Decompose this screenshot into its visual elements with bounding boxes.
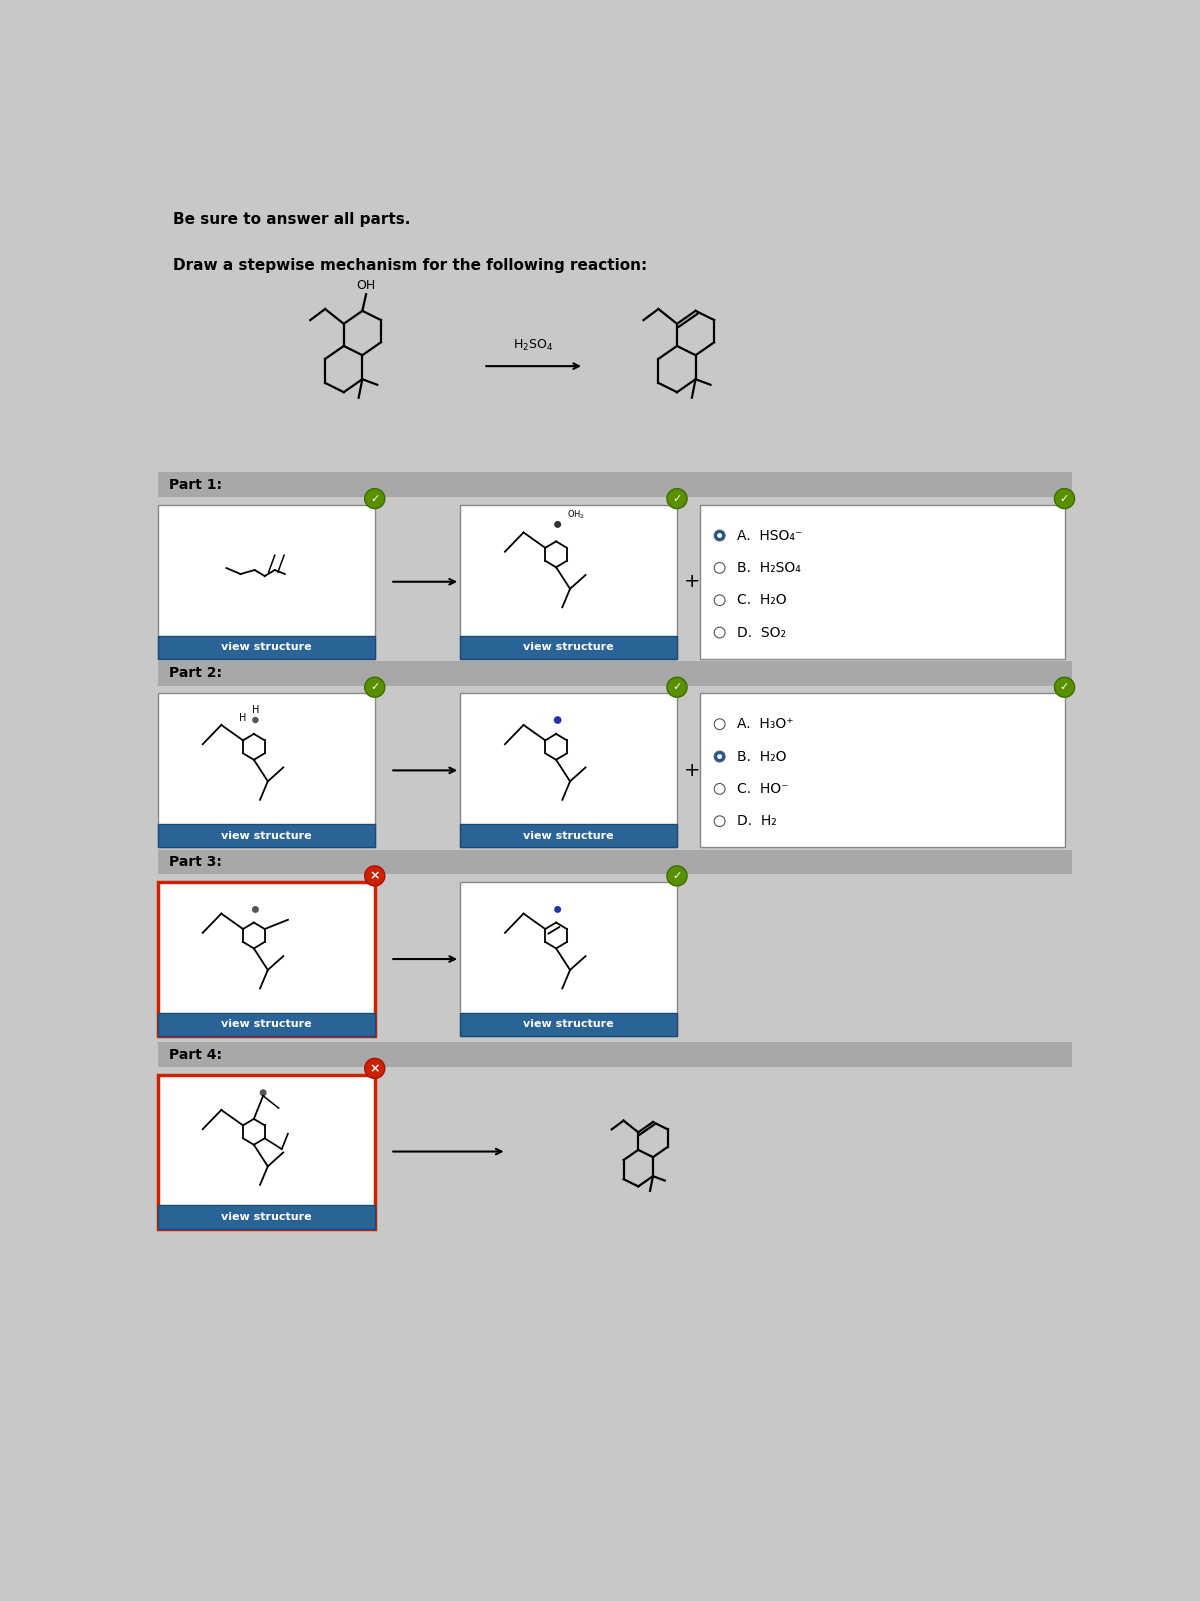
Text: H: H bbox=[252, 704, 259, 714]
Text: B.  H₂O: B. H₂O bbox=[738, 749, 787, 764]
Text: Part 1:: Part 1: bbox=[169, 477, 222, 492]
Text: B.  H₂SO₄: B. H₂SO₄ bbox=[738, 560, 802, 575]
Circle shape bbox=[714, 719, 725, 730]
Circle shape bbox=[252, 906, 259, 913]
FancyBboxPatch shape bbox=[157, 1206, 374, 1228]
Text: C.  HO⁻: C. HO⁻ bbox=[738, 781, 788, 796]
FancyBboxPatch shape bbox=[157, 882, 374, 1036]
Text: view structure: view structure bbox=[221, 1020, 312, 1029]
FancyBboxPatch shape bbox=[701, 693, 1064, 847]
FancyBboxPatch shape bbox=[157, 661, 1073, 685]
Text: ✓: ✓ bbox=[672, 682, 682, 692]
Text: D.  SO₂: D. SO₂ bbox=[738, 626, 786, 639]
Text: ✓: ✓ bbox=[672, 493, 682, 504]
Text: ✓: ✓ bbox=[672, 871, 682, 881]
Text: ×: × bbox=[370, 869, 380, 882]
Circle shape bbox=[718, 754, 722, 759]
Text: ×: × bbox=[370, 1061, 380, 1074]
Text: view structure: view structure bbox=[221, 1212, 312, 1222]
FancyBboxPatch shape bbox=[157, 850, 1073, 874]
Text: +: + bbox=[684, 572, 701, 591]
FancyBboxPatch shape bbox=[157, 693, 374, 847]
Text: ✓: ✓ bbox=[1060, 682, 1069, 692]
Circle shape bbox=[553, 716, 562, 724]
Text: Draw a stepwise mechanism for the following reaction:: Draw a stepwise mechanism for the follow… bbox=[173, 258, 648, 274]
Text: ✓: ✓ bbox=[1060, 493, 1069, 504]
Text: C.  H₂O: C. H₂O bbox=[738, 594, 787, 607]
Text: view structure: view structure bbox=[523, 831, 614, 841]
Circle shape bbox=[554, 906, 562, 913]
Circle shape bbox=[1055, 677, 1074, 698]
Text: +: + bbox=[684, 760, 701, 780]
Text: OH$_2$: OH$_2$ bbox=[566, 509, 586, 522]
FancyBboxPatch shape bbox=[157, 825, 374, 847]
Text: D.  H₂: D. H₂ bbox=[738, 815, 778, 828]
Circle shape bbox=[259, 1089, 266, 1097]
FancyBboxPatch shape bbox=[460, 636, 677, 658]
Text: OH: OH bbox=[356, 279, 376, 293]
Circle shape bbox=[714, 596, 725, 605]
Circle shape bbox=[714, 751, 725, 762]
Text: view structure: view structure bbox=[221, 642, 312, 652]
Text: Be sure to answer all parts.: Be sure to answer all parts. bbox=[173, 213, 410, 227]
Circle shape bbox=[718, 533, 722, 538]
Circle shape bbox=[365, 488, 385, 509]
Text: Part 2:: Part 2: bbox=[169, 666, 222, 680]
Circle shape bbox=[667, 866, 688, 885]
Circle shape bbox=[714, 783, 725, 794]
FancyBboxPatch shape bbox=[157, 504, 374, 658]
FancyBboxPatch shape bbox=[460, 504, 677, 658]
FancyBboxPatch shape bbox=[460, 825, 677, 847]
Circle shape bbox=[667, 488, 688, 509]
FancyBboxPatch shape bbox=[157, 472, 1073, 496]
Circle shape bbox=[714, 817, 725, 826]
FancyBboxPatch shape bbox=[460, 693, 677, 847]
Text: view structure: view structure bbox=[523, 642, 614, 652]
Text: A.  HSO₄⁻: A. HSO₄⁻ bbox=[738, 528, 803, 543]
Text: H$_2$SO$_4$: H$_2$SO$_4$ bbox=[514, 338, 553, 354]
Text: view structure: view structure bbox=[221, 831, 312, 841]
Circle shape bbox=[252, 717, 259, 724]
Text: Part 3:: Part 3: bbox=[169, 855, 222, 869]
Text: view structure: view structure bbox=[523, 1020, 614, 1029]
Circle shape bbox=[1055, 488, 1074, 509]
Text: A.  H₃O⁺: A. H₃O⁺ bbox=[738, 717, 794, 732]
FancyBboxPatch shape bbox=[157, 636, 374, 658]
Circle shape bbox=[365, 1058, 385, 1079]
FancyBboxPatch shape bbox=[460, 1013, 677, 1036]
FancyBboxPatch shape bbox=[157, 1042, 1073, 1066]
Text: ✓: ✓ bbox=[370, 493, 379, 504]
FancyBboxPatch shape bbox=[460, 882, 677, 1036]
Circle shape bbox=[554, 520, 562, 528]
FancyBboxPatch shape bbox=[157, 1013, 374, 1036]
Text: ✓: ✓ bbox=[370, 682, 379, 692]
Text: H: H bbox=[239, 712, 247, 724]
FancyBboxPatch shape bbox=[701, 504, 1064, 658]
Text: Part 4:: Part 4: bbox=[169, 1047, 222, 1061]
Circle shape bbox=[714, 530, 725, 541]
Circle shape bbox=[714, 562, 725, 573]
Circle shape bbox=[667, 677, 688, 698]
FancyBboxPatch shape bbox=[157, 1074, 374, 1228]
Circle shape bbox=[365, 866, 385, 885]
Circle shape bbox=[365, 677, 385, 698]
Circle shape bbox=[714, 628, 725, 637]
